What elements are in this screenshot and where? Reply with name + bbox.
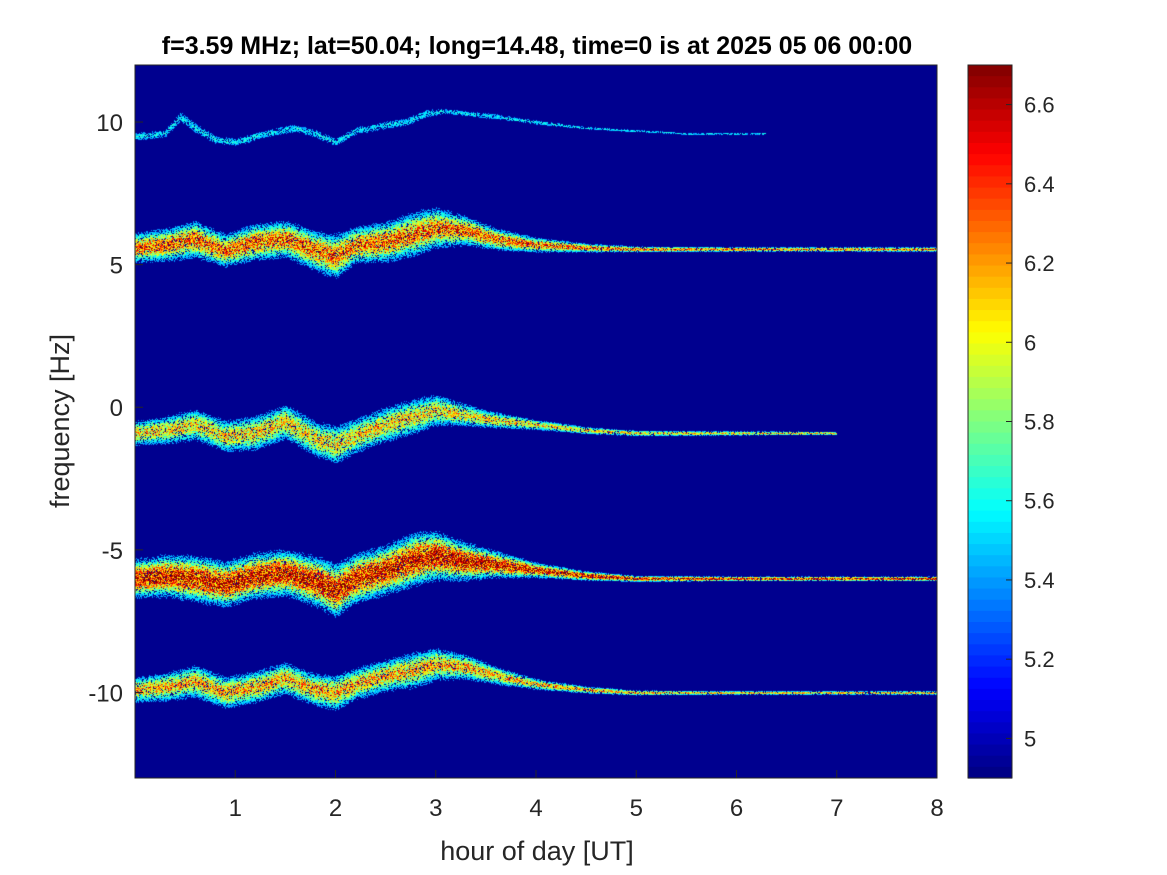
plot-area xyxy=(134,64,938,779)
colorbar-swatch xyxy=(968,588,1012,601)
colorbar-swatch xyxy=(968,399,1012,411)
colorbar-swatch xyxy=(968,76,1012,88)
colorbar-swatch xyxy=(968,466,1012,478)
x-tick-label: 4 xyxy=(529,795,542,822)
colorbar-swatch xyxy=(968,232,1012,244)
x-tick-label: 2 xyxy=(329,795,342,822)
colorbar-swatch xyxy=(968,722,1012,735)
spectrogram-image xyxy=(135,65,937,778)
colorbar-swatch xyxy=(968,488,1012,501)
colorbar-swatch xyxy=(968,98,1012,111)
colorbar-swatch xyxy=(968,677,1012,690)
colorbar-tick-label: 6.2 xyxy=(1024,251,1055,276)
colorbar-swatch xyxy=(968,109,1012,122)
colorbar-swatch xyxy=(968,310,1012,322)
colorbar-swatch xyxy=(968,243,1012,255)
colorbar-swatch xyxy=(968,521,1012,534)
colorbar-swatch xyxy=(968,198,1012,211)
colorbar-swatch xyxy=(968,276,1012,289)
colorbar-swatch xyxy=(968,421,1012,434)
colorbar-swatch xyxy=(968,298,1012,311)
colorbar-swatch xyxy=(968,599,1012,612)
x-tick-label: 1 xyxy=(229,795,242,822)
colorbar-swatch xyxy=(968,365,1012,378)
colorbar-swatch xyxy=(968,499,1012,512)
colorbar-swatch xyxy=(968,700,1012,712)
y-tick-label: -5 xyxy=(102,538,123,565)
colorbar-tick-label: 6.4 xyxy=(1024,172,1055,197)
colorbar-swatch xyxy=(968,343,1012,356)
colorbar: 6.6 6.4 6.2 6 5.8 5.6 5.4 5.2 5 xyxy=(967,64,1055,779)
colorbar-swatch xyxy=(968,577,1012,590)
colorbar-swatch xyxy=(968,254,1012,267)
chart-title: f=3.59 MHz; lat=50.04; long=14.48, time=… xyxy=(162,32,912,60)
colorbar-swatch xyxy=(968,87,1012,100)
colorbar-swatch xyxy=(968,688,1012,701)
colorbar-swatch xyxy=(968,532,1012,545)
x-tick-label: 7 xyxy=(830,795,843,822)
colorbar-swatch xyxy=(968,131,1012,144)
x-axis: 1 2 3 4 5 6 7 8 xyxy=(229,770,944,822)
x-tick-label: 5 xyxy=(630,795,643,822)
y-tick-label: -10 xyxy=(88,680,123,707)
colorbar-swatch xyxy=(968,454,1012,467)
colorbar-swatch xyxy=(968,388,1012,400)
colorbar-swatch xyxy=(968,633,1012,645)
y-tick-label: 5 xyxy=(110,253,123,280)
x-tick-label: 3 xyxy=(429,795,442,822)
colorbar-swatch xyxy=(968,176,1012,189)
colorbar-tick-label: 6.6 xyxy=(1024,93,1055,118)
colorbar-swatch xyxy=(968,332,1012,345)
colorbar-tick-label: 5.6 xyxy=(1024,489,1055,514)
colorbar-swatch xyxy=(968,120,1012,133)
colorbar-swatch xyxy=(968,443,1012,456)
colorbar-swatch xyxy=(968,610,1012,623)
colorbar-swatch xyxy=(968,220,1012,233)
colorbar-tick-label: 5 xyxy=(1024,726,1036,751)
colorbar-swatch xyxy=(968,566,1012,579)
colorbar-swatch xyxy=(968,154,1012,166)
colorbar-swatch xyxy=(968,65,1012,77)
x-tick-label: 6 xyxy=(730,795,743,822)
colorbar-swatch xyxy=(968,555,1012,567)
colorbar-swatch xyxy=(968,766,1012,779)
colorbar-swatch xyxy=(968,510,1012,523)
y-tick-label: 10 xyxy=(96,110,123,137)
colorbar-swatch xyxy=(968,287,1012,300)
x-tick-label: 8 xyxy=(930,795,943,822)
y-axis: 10 5 0 -5 -10 xyxy=(88,110,143,707)
colorbar-swatch xyxy=(968,711,1012,723)
colorbar-swatch xyxy=(968,644,1012,657)
colorbar-swatch xyxy=(968,666,1012,679)
colorbar-swatch xyxy=(968,165,1012,178)
colorbar-tick-label: 5.2 xyxy=(1024,647,1055,672)
colorbar-swatch xyxy=(968,265,1012,278)
colorbar-swatch xyxy=(968,432,1012,445)
colorbar-swatch xyxy=(968,187,1012,200)
colorbar-swatch xyxy=(968,321,1012,333)
colorbar-swatch xyxy=(968,209,1012,222)
colorbar-tick-label: 6 xyxy=(1024,330,1036,355)
colorbar-swatch xyxy=(968,142,1012,155)
y-axis-label: frequency [Hz] xyxy=(45,334,75,508)
colorbar-swatch xyxy=(968,544,1012,556)
colorbar-swatch xyxy=(968,733,1012,746)
colorbar-swatch xyxy=(968,622,1012,634)
colorbar-swatch xyxy=(968,477,1012,489)
colorbar-swatch xyxy=(968,410,1012,423)
colorbar-tick-label: 5.8 xyxy=(1024,410,1055,435)
colorbar-tick-label: 5.4 xyxy=(1024,568,1055,593)
colorbar-swatch xyxy=(968,755,1012,768)
colorbar-swatch xyxy=(968,655,1012,668)
y-tick-label: 0 xyxy=(110,395,123,422)
colorbar-swatch xyxy=(968,744,1012,757)
colorbar-swatch xyxy=(968,354,1012,367)
colorbar-swatch xyxy=(968,376,1012,389)
x-axis-label: hour of day [UT] xyxy=(440,836,634,866)
